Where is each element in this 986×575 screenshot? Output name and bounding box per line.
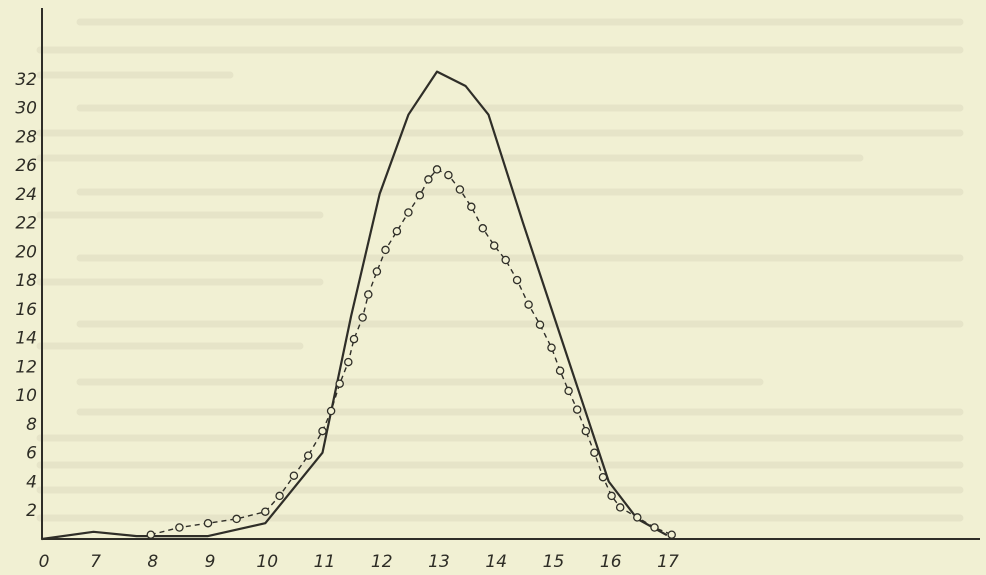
data-point bbox=[444, 170, 453, 180]
data-point bbox=[146, 530, 156, 539]
data-point bbox=[289, 471, 299, 480]
data-point bbox=[318, 426, 327, 436]
data-point bbox=[261, 507, 270, 516]
data-point bbox=[535, 320, 545, 329]
series-layer bbox=[40, 70, 676, 541]
axes bbox=[41, 8, 980, 540]
background-text-ghost bbox=[36, 18, 964, 522]
data-point bbox=[572, 405, 582, 414]
data-point bbox=[512, 275, 522, 285]
data-point bbox=[564, 386, 573, 396]
data-point bbox=[232, 514, 241, 524]
x-tick-label: 12 bbox=[371, 552, 393, 572]
data-point bbox=[335, 379, 344, 388]
y-tick-label: 32 bbox=[15, 70, 37, 90]
data-point bbox=[404, 208, 413, 217]
y-tick-label: 30 bbox=[15, 99, 37, 119]
x-tick-label: 14 bbox=[485, 552, 507, 572]
data-point bbox=[650, 523, 659, 532]
data-point bbox=[633, 513, 642, 522]
data-point bbox=[667, 530, 676, 539]
data-point bbox=[392, 226, 402, 236]
x-tick-label: 8 bbox=[147, 552, 158, 572]
data-point bbox=[326, 406, 336, 416]
data-point bbox=[455, 185, 465, 194]
y-tick-label: 14 bbox=[15, 329, 37, 349]
data-point bbox=[590, 448, 599, 457]
data-point bbox=[381, 245, 390, 255]
series-line-dashed bbox=[150, 168, 672, 536]
data-point bbox=[607, 491, 616, 501]
data-point bbox=[203, 518, 213, 528]
data-point bbox=[358, 313, 367, 322]
x-tick-label: 9 bbox=[205, 552, 216, 572]
y-tick-label: 18 bbox=[15, 271, 37, 291]
y-tick-label: 28 bbox=[15, 127, 37, 147]
x-tick-label: 0 bbox=[39, 552, 50, 572]
y-tick-label: 20 bbox=[15, 242, 37, 262]
data-point bbox=[501, 255, 510, 265]
data-point bbox=[478, 224, 488, 233]
x-tick-label: 10 bbox=[256, 552, 278, 572]
data-point bbox=[555, 366, 565, 375]
data-point bbox=[598, 472, 608, 482]
data-point bbox=[275, 491, 284, 501]
x-tick-labels: 0 7 8 9 10 11 12 13 14 15 16 17 bbox=[39, 552, 679, 572]
y-tick-label: 6 bbox=[26, 444, 37, 464]
data-point bbox=[615, 503, 625, 512]
data-point bbox=[524, 300, 533, 309]
data-point bbox=[303, 451, 313, 460]
data-point bbox=[424, 175, 433, 184]
x-tick-label: 13 bbox=[428, 552, 450, 572]
data-point bbox=[349, 334, 359, 344]
y-tick-label: 22 bbox=[15, 214, 37, 234]
data-point bbox=[489, 241, 499, 250]
data-point bbox=[415, 191, 425, 200]
data-point bbox=[467, 202, 476, 212]
data-point bbox=[432, 165, 442, 174]
data-point bbox=[364, 290, 373, 299]
x-tick-label: 16 bbox=[600, 552, 622, 572]
x-tick-label: 15 bbox=[543, 552, 565, 572]
data-point bbox=[372, 267, 382, 276]
y-tick-label: 8 bbox=[26, 415, 37, 435]
y-tick-label: 24 bbox=[15, 185, 37, 205]
data-point bbox=[581, 426, 591, 436]
y-tick-label: 4 bbox=[26, 472, 37, 492]
data-point bbox=[344, 357, 353, 367]
y-tick-label: 26 bbox=[15, 156, 37, 176]
y-tick-label: 12 bbox=[15, 357, 37, 377]
data-point bbox=[547, 343, 556, 352]
data-point bbox=[175, 523, 184, 532]
x-tick-label: 11 bbox=[314, 552, 336, 572]
x-tick-label: 7 bbox=[90, 552, 101, 572]
series-line-solid bbox=[40, 70, 668, 541]
y-tick-label: 2 bbox=[26, 501, 37, 521]
y-tick-label: 10 bbox=[15, 386, 37, 406]
y-tick-label: 16 bbox=[15, 300, 37, 320]
x-tick-label: 17 bbox=[657, 552, 679, 572]
